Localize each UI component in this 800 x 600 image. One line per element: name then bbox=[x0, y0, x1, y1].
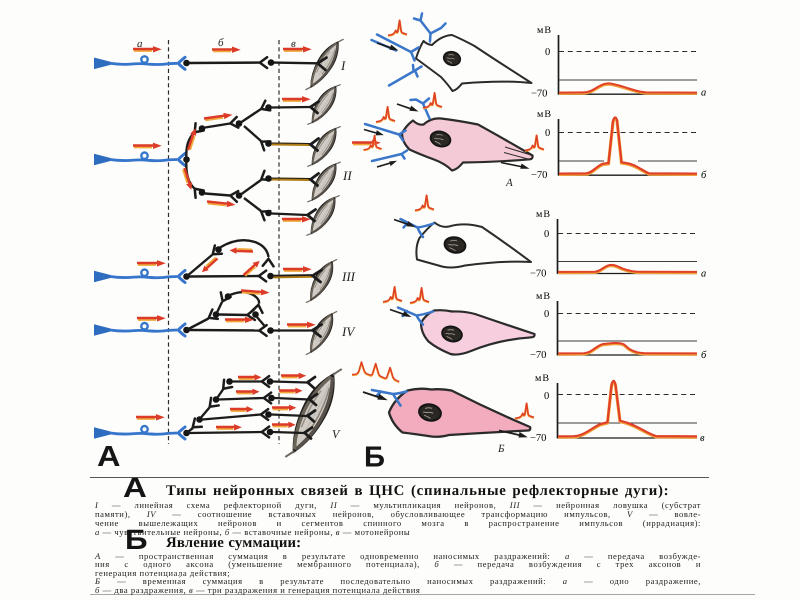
svg-text:0: 0 bbox=[544, 391, 549, 402]
svg-text:−70: −70 bbox=[531, 170, 547, 181]
svg-text:в: в bbox=[700, 433, 705, 444]
svg-text:0: 0 bbox=[544, 309, 549, 320]
svg-text:б: б bbox=[218, 37, 224, 49]
svg-text:Б: Б bbox=[497, 443, 505, 455]
svg-text:0: 0 bbox=[545, 47, 550, 58]
svg-text:III: III bbox=[341, 269, 356, 284]
svg-text:−70: −70 bbox=[530, 350, 546, 361]
svg-text:мВ: мВ bbox=[537, 109, 552, 120]
svg-text:мВ: мВ bbox=[537, 25, 552, 36]
svg-text:мВ: мВ bbox=[536, 209, 551, 220]
svg-text:−70: −70 bbox=[530, 269, 546, 280]
svg-text:0: 0 bbox=[544, 229, 549, 240]
svg-text:а: а bbox=[137, 38, 143, 50]
svg-text:−70: −70 bbox=[531, 89, 547, 100]
svg-text:б: б bbox=[701, 170, 707, 181]
svg-text:в: в bbox=[291, 38, 296, 50]
svg-text:б: б bbox=[701, 350, 707, 361]
svg-text:А: А bbox=[505, 177, 513, 189]
svg-text:мВ: мВ bbox=[536, 291, 551, 302]
svg-text:II: II bbox=[342, 168, 352, 183]
svg-text:−70: −70 bbox=[530, 433, 546, 444]
svg-text:I: I bbox=[340, 58, 346, 73]
svg-text:IV: IV bbox=[341, 324, 356, 339]
svg-text:мВ: мВ bbox=[535, 373, 550, 384]
svg-text:а: а bbox=[701, 88, 706, 99]
svg-text:а: а bbox=[701, 269, 706, 280]
svg-text:0: 0 bbox=[545, 128, 550, 139]
svg-text:V: V bbox=[332, 427, 341, 441]
svg-text:А: А bbox=[97, 441, 121, 473]
svg-text:Б: Б bbox=[364, 442, 385, 474]
